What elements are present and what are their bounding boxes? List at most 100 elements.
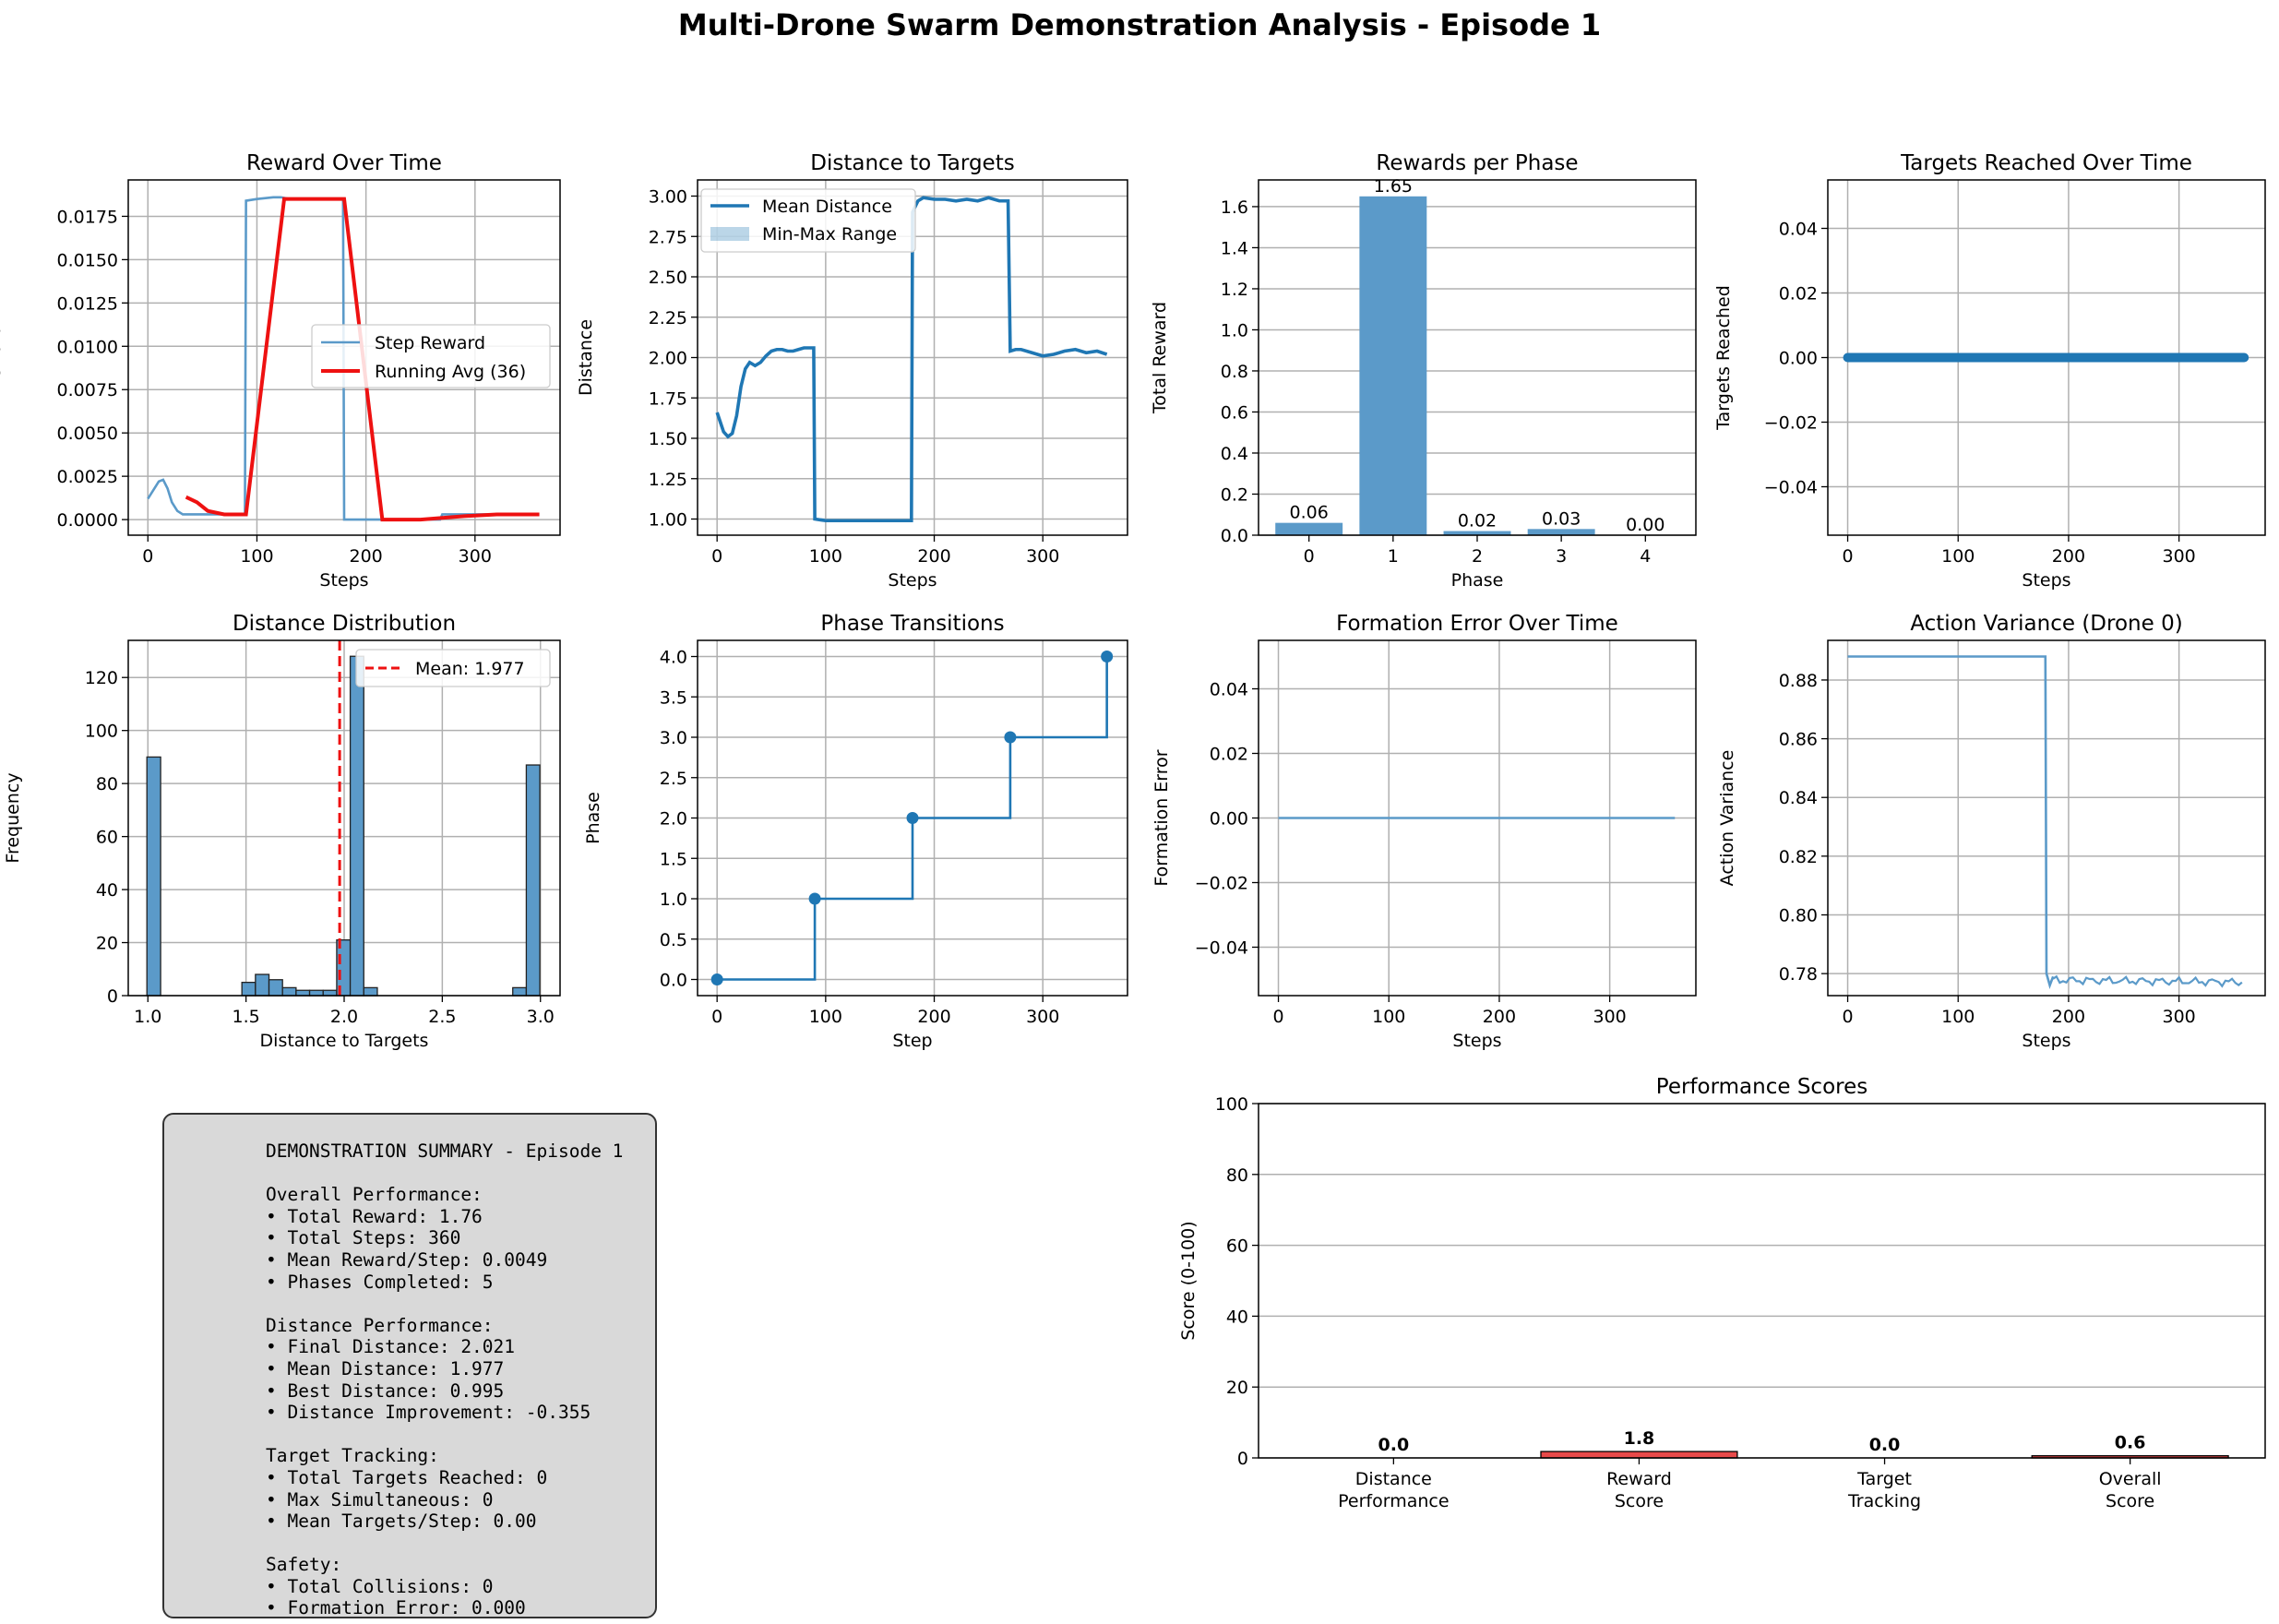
phase-point: [1101, 651, 1114, 663]
y-tick-label: 0.04: [1210, 680, 1248, 700]
subplot-3: 0.0 0.2 0.4 0.6 0.8 1.0 1.2 1.4 1.6 0 0.06 1 1.65 2 0.…: [1150, 151, 1697, 591]
axes-frame: [127, 179, 561, 536]
histogram-bar: [268, 979, 283, 997]
subplot-1: 0.0000 0.0025 0.0050 0.0075 0.0100 0.0125 0.01…: [0, 151, 561, 591]
legend-label: Mean Distance: [762, 197, 892, 217]
subplot-title: Reward Over Time: [246, 151, 442, 175]
x-tick-label: Target: [1856, 1469, 1912, 1489]
y-tick-label: 0.8: [1221, 362, 1248, 382]
x-axis-label: Steps: [319, 570, 368, 591]
legend-box: [700, 188, 916, 253]
x-tick-label: 300: [459, 546, 492, 567]
y-tick-label: 60: [1226, 1236, 1248, 1257]
y-tick-label: 1.4: [1221, 238, 1248, 258]
x-tick-label: 200: [917, 546, 950, 567]
x-axis-label: Distance to Targets: [260, 1031, 429, 1051]
series-line-running-avg: [185, 197, 540, 522]
x-tick-label: 2.5: [428, 1007, 456, 1027]
y-tick-label: 0: [107, 986, 118, 1007]
x-axis-label: Steps: [1452, 1031, 1501, 1051]
y-axis-label: Targets Reached: [1713, 285, 1734, 431]
y-tick-label: 0.84: [1779, 788, 1818, 808]
bar-value-label: 1.65: [1374, 176, 1413, 197]
histogram-bar: [525, 764, 541, 997]
legend: Step Reward Running Avg (36): [311, 324, 551, 388]
x-tick-label: 0: [1842, 546, 1853, 567]
y-tick-label: 100: [1215, 1094, 1248, 1115]
y-tick-label: 1.50: [649, 429, 687, 449]
subplot-title: Targets Reached Over Time: [1900, 151, 2192, 175]
subplot-title: Phase Transitions: [820, 612, 1004, 636]
x-axis-label: Steps: [2022, 570, 2070, 591]
bar-value-label: 1.8: [1624, 1428, 1655, 1449]
x-tick-label: Distance: [1355, 1469, 1432, 1489]
bar-value-label: 0.02: [1458, 511, 1497, 531]
x-tick-label: 100: [1372, 1007, 1405, 1027]
series-line-mean-distance: [715, 196, 1108, 523]
summary-text: DEMONSTRATION SUMMARY - Episode 1 Overal…: [266, 1140, 624, 1619]
histogram-bar: [363, 986, 378, 997]
phase-point: [710, 973, 723, 985]
x-tick-label: Score: [1615, 1491, 1664, 1511]
y-tick-label: 0.00: [1210, 809, 1248, 830]
y-axis-label: Action Variance: [1717, 750, 1737, 887]
y-tick-label: −0.02: [1764, 413, 1818, 434]
legend-label: Running Avg (36): [375, 362, 526, 382]
x-tick-label: 0: [142, 546, 153, 567]
y-tick-label: 1.0: [1221, 320, 1248, 340]
x-tick-label: 300: [1593, 1007, 1627, 1027]
y-tick-label: 0.0175: [57, 207, 118, 227]
bar-value-label: 0.0: [1378, 1435, 1410, 1455]
phase-point: [808, 892, 821, 905]
y-tick-label: 80: [1226, 1165, 1248, 1186]
bar: [1540, 1451, 1738, 1459]
y-tick-label: 2.25: [649, 308, 687, 328]
y-tick-label: 2.50: [649, 268, 687, 288]
x-tick-label: Overall: [2099, 1469, 2162, 1489]
histogram-bar: [146, 756, 161, 997]
bar-value-label: 0.03: [1542, 508, 1581, 529]
histogram-bar: [308, 989, 324, 997]
y-tick-label: 3.00: [649, 187, 687, 208]
histogram-bar: [281, 986, 297, 997]
subplot-2: 1.00 1.25 1.50 1.75 2.00 2.25 2.50 2.75 3.00 0 100…: [576, 151, 1128, 591]
x-tick-label: 2.0: [330, 1007, 358, 1027]
y-tick-label: 1.2: [1221, 280, 1248, 300]
x-tick-label: 300: [1026, 546, 1059, 567]
x-axis-label: Phase: [1451, 570, 1504, 591]
legend-swatch: [710, 227, 749, 241]
y-axis-label: Frequency: [3, 772, 23, 863]
x-tick-label: 300: [2163, 546, 2196, 567]
y-tick-label: 1.0: [660, 890, 687, 910]
y-tick-label: 1.00: [649, 510, 687, 531]
legend-label: Mean: 1.977: [415, 659, 525, 679]
subplot-title: Rewards per Phase: [1376, 151, 1578, 175]
histogram-bar: [255, 973, 270, 997]
figure-title: Multi-Drone Swarm Demonstration Analysis…: [678, 7, 1601, 42]
x-tick-label: 200: [350, 546, 383, 567]
y-tick-label: 0.0125: [57, 293, 118, 314]
bar: [1443, 531, 1511, 535]
y-tick-label: 3.5: [660, 687, 687, 708]
x-tick-label: 3.0: [527, 1007, 555, 1027]
subplot-title: Formation Error Over Time: [1336, 612, 1618, 636]
y-tick-label: 0.0100: [57, 337, 118, 357]
y-tick-label: 0.88: [1779, 671, 1818, 691]
y-tick-label: 0.0050: [57, 424, 118, 444]
x-tick-label: 1.0: [134, 1007, 161, 1027]
y-tick-label: 0.86: [1779, 730, 1818, 750]
y-tick-label: 60: [96, 828, 118, 848]
legend-label: Min-Max Range: [762, 224, 897, 245]
y-tick-label: 0.6: [1221, 402, 1248, 423]
bar: [1275, 522, 1343, 535]
y-tick-label: 40: [96, 880, 118, 901]
legend-label: Step Reward: [375, 333, 485, 353]
y-tick-label: 40: [1226, 1307, 1248, 1327]
y-tick-label: 1.5: [660, 849, 687, 869]
histogram-bar: [241, 981, 257, 997]
x-tick-label: 0: [1272, 1007, 1283, 1027]
y-tick-label: 0.0: [1221, 526, 1248, 546]
x-tick-label: 100: [809, 1007, 842, 1027]
